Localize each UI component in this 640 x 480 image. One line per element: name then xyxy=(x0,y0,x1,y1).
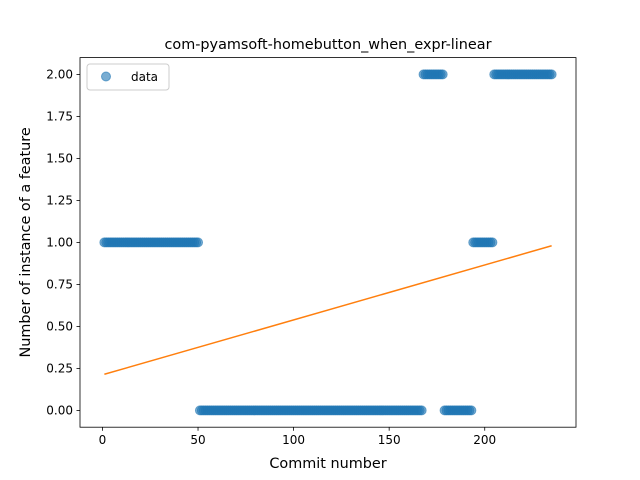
y-tick-label: 0.25 xyxy=(46,362,73,376)
legend-label: data xyxy=(131,70,158,84)
data-point xyxy=(437,69,448,80)
x-tick-label: 150 xyxy=(378,433,401,447)
chart-title: com-pyamsoft-homebutton_when_expr-linear xyxy=(164,37,491,53)
legend-box xyxy=(86,63,170,91)
data-point xyxy=(487,237,498,248)
y-axis-ticks: 0.00 0.25 0.50 0.75 1.00 1.25 1.50 1.75 2.00 xyxy=(46,68,80,418)
y-tick-label: 1.00 xyxy=(46,236,73,250)
x-tick-label: 100 xyxy=(282,433,305,447)
data-point xyxy=(546,69,557,80)
x-axis-ticks: 0 50 100 150 200 xyxy=(99,427,496,447)
y-tick-label: 1.25 xyxy=(46,194,73,208)
y-tick-label: 0.00 xyxy=(46,404,73,418)
y-tick-label: 1.75 xyxy=(46,110,73,124)
y-axis-label: Number of instance of a feature xyxy=(18,127,34,357)
x-tick-label: 0 xyxy=(99,433,107,447)
linear-fit-line xyxy=(104,245,552,376)
plot-area xyxy=(99,69,557,416)
legend: data xyxy=(86,63,170,91)
x-tick-label: 50 xyxy=(190,433,205,447)
data-point xyxy=(193,237,204,248)
y-tick-label: 0.75 xyxy=(46,278,73,292)
y-tick-label: 0.50 xyxy=(46,320,73,334)
data-point xyxy=(416,405,427,416)
legend-marker xyxy=(101,71,111,82)
data-point xyxy=(466,405,477,416)
x-tick-label: 200 xyxy=(473,433,496,447)
x-axis-label: Commit number xyxy=(269,456,386,472)
y-tick-label: 2.00 xyxy=(46,68,73,82)
y-tick-label: 1.50 xyxy=(46,152,73,166)
plot-frame xyxy=(79,57,577,428)
